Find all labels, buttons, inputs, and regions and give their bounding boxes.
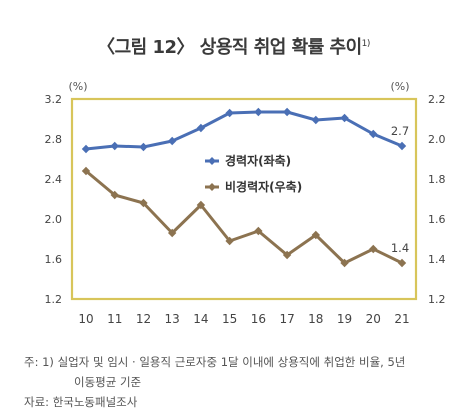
series-point-0 <box>311 115 321 125</box>
right-tick-label: 1.4 <box>428 253 446 266</box>
series-point-0 <box>167 136 177 146</box>
series-point-0 <box>340 113 349 123</box>
x-tick-label: 17 <box>279 312 294 326</box>
end-label-1: 1.4 <box>391 241 409 255</box>
legend-label-0: 경력자(좌축) <box>225 153 291 168</box>
left-tick-label: 2.0 <box>45 213 63 226</box>
x-tick-label: 10 <box>78 312 93 326</box>
end-labels: 2.7 1.4 <box>391 124 409 255</box>
series-point-0 <box>254 107 263 117</box>
left-tick-label: 1.2 <box>45 293 63 306</box>
left-tick-label: 2.4 <box>45 173 63 186</box>
series-point-1 <box>196 200 206 210</box>
right-tick-label: 1.6 <box>428 213 446 226</box>
left-tick-label: 2.8 <box>45 133 63 146</box>
left-tick-label: 1.6 <box>45 253 63 266</box>
source-line: 자료: 한국노동패널조사 <box>24 395 138 409</box>
x-tick-label: 21 <box>394 312 409 326</box>
x-tick-label: 20 <box>366 312 381 326</box>
series-point-0 <box>139 142 148 152</box>
left-axis-ticks: 1.2 1.6 2.0 2.4 2.8 3.2 <box>45 93 63 306</box>
series-point-0 <box>196 123 206 133</box>
right-tick-label: 1.8 <box>428 173 446 186</box>
series-point-1 <box>139 198 148 208</box>
series-point-1 <box>282 250 292 260</box>
series-point-1 <box>81 166 91 176</box>
footnote-line-2: 이동평균 기준 <box>74 375 142 389</box>
series-point-1 <box>311 230 321 240</box>
notes-block: 주: 1) 실업자 및 임시 · 일용직 근로자중 1달 이내에 상용직에 취업… <box>24 352 464 412</box>
right-tick-label: 2.2 <box>428 93 446 106</box>
legend-marker-0 <box>208 157 216 165</box>
series-line-0 <box>85 110 403 151</box>
left-axis-unit: (%) <box>68 80 87 93</box>
right-tick-label: 1.2 <box>428 293 446 306</box>
series-layer <box>81 107 407 268</box>
series-point-1 <box>110 190 119 200</box>
series-point-0 <box>110 141 119 151</box>
left-tick-label: 3.2 <box>45 93 63 106</box>
x-tick-label: 19 <box>337 312 352 326</box>
series-point-0 <box>369 129 378 139</box>
legend-marker-1 <box>208 183 216 191</box>
title-footnote-mark: 1) <box>361 39 371 49</box>
series-point-0 <box>81 144 91 154</box>
series-point-1 <box>369 244 378 254</box>
x-tick-label: 16 <box>251 312 266 326</box>
series-line-1 <box>85 169 403 265</box>
legend-label-1: 비경력자(우축) <box>225 179 302 194</box>
series-point-1 <box>225 236 234 246</box>
legend: 경력자(좌축) 비경력자(우축) <box>205 153 302 194</box>
footnote-line-1: 주: 1) 실업자 및 임시 · 일용직 근로자중 1달 이내에 상용직에 취업… <box>24 355 406 369</box>
line-chart: (%) (%) 1.2 1.6 2.0 2.4 2.8 3.2 1.2 1.4 1.6 1.8 2… <box>45 80 446 326</box>
x-tick-label: 18 <box>308 312 323 326</box>
x-tick-label: 11 <box>107 312 122 326</box>
series-point-1 <box>340 258 349 268</box>
x-tick-label: 12 <box>136 312 151 326</box>
right-axis-unit: (%) <box>390 80 409 93</box>
series-point-0 <box>282 107 292 117</box>
end-label-0: 2.7 <box>391 124 409 138</box>
x-tick-label: 15 <box>222 312 237 326</box>
series-point-1 <box>397 258 407 268</box>
series-point-1 <box>167 228 177 238</box>
right-tick-label: 2.0 <box>428 133 446 146</box>
x-tick-label: 13 <box>165 312 180 326</box>
right-axis-ticks: 1.2 1.4 1.6 1.8 2.0 2.2 <box>428 93 446 306</box>
x-tick-label: 14 <box>193 312 208 326</box>
x-axis-ticks: 10 11 12 13 14 15 16 17 18 19 20 21 <box>78 312 409 326</box>
plot-frame <box>70 97 418 301</box>
chart-title: 〈그림 12〉 상용직 취업 확률 추이1) <box>0 33 467 59</box>
chart-title-text: 〈그림 12〉 상용직 취업 확률 추이 <box>97 37 362 58</box>
series-point-0 <box>225 108 234 118</box>
series-point-0 <box>397 141 407 151</box>
series-point-1 <box>254 226 263 236</box>
